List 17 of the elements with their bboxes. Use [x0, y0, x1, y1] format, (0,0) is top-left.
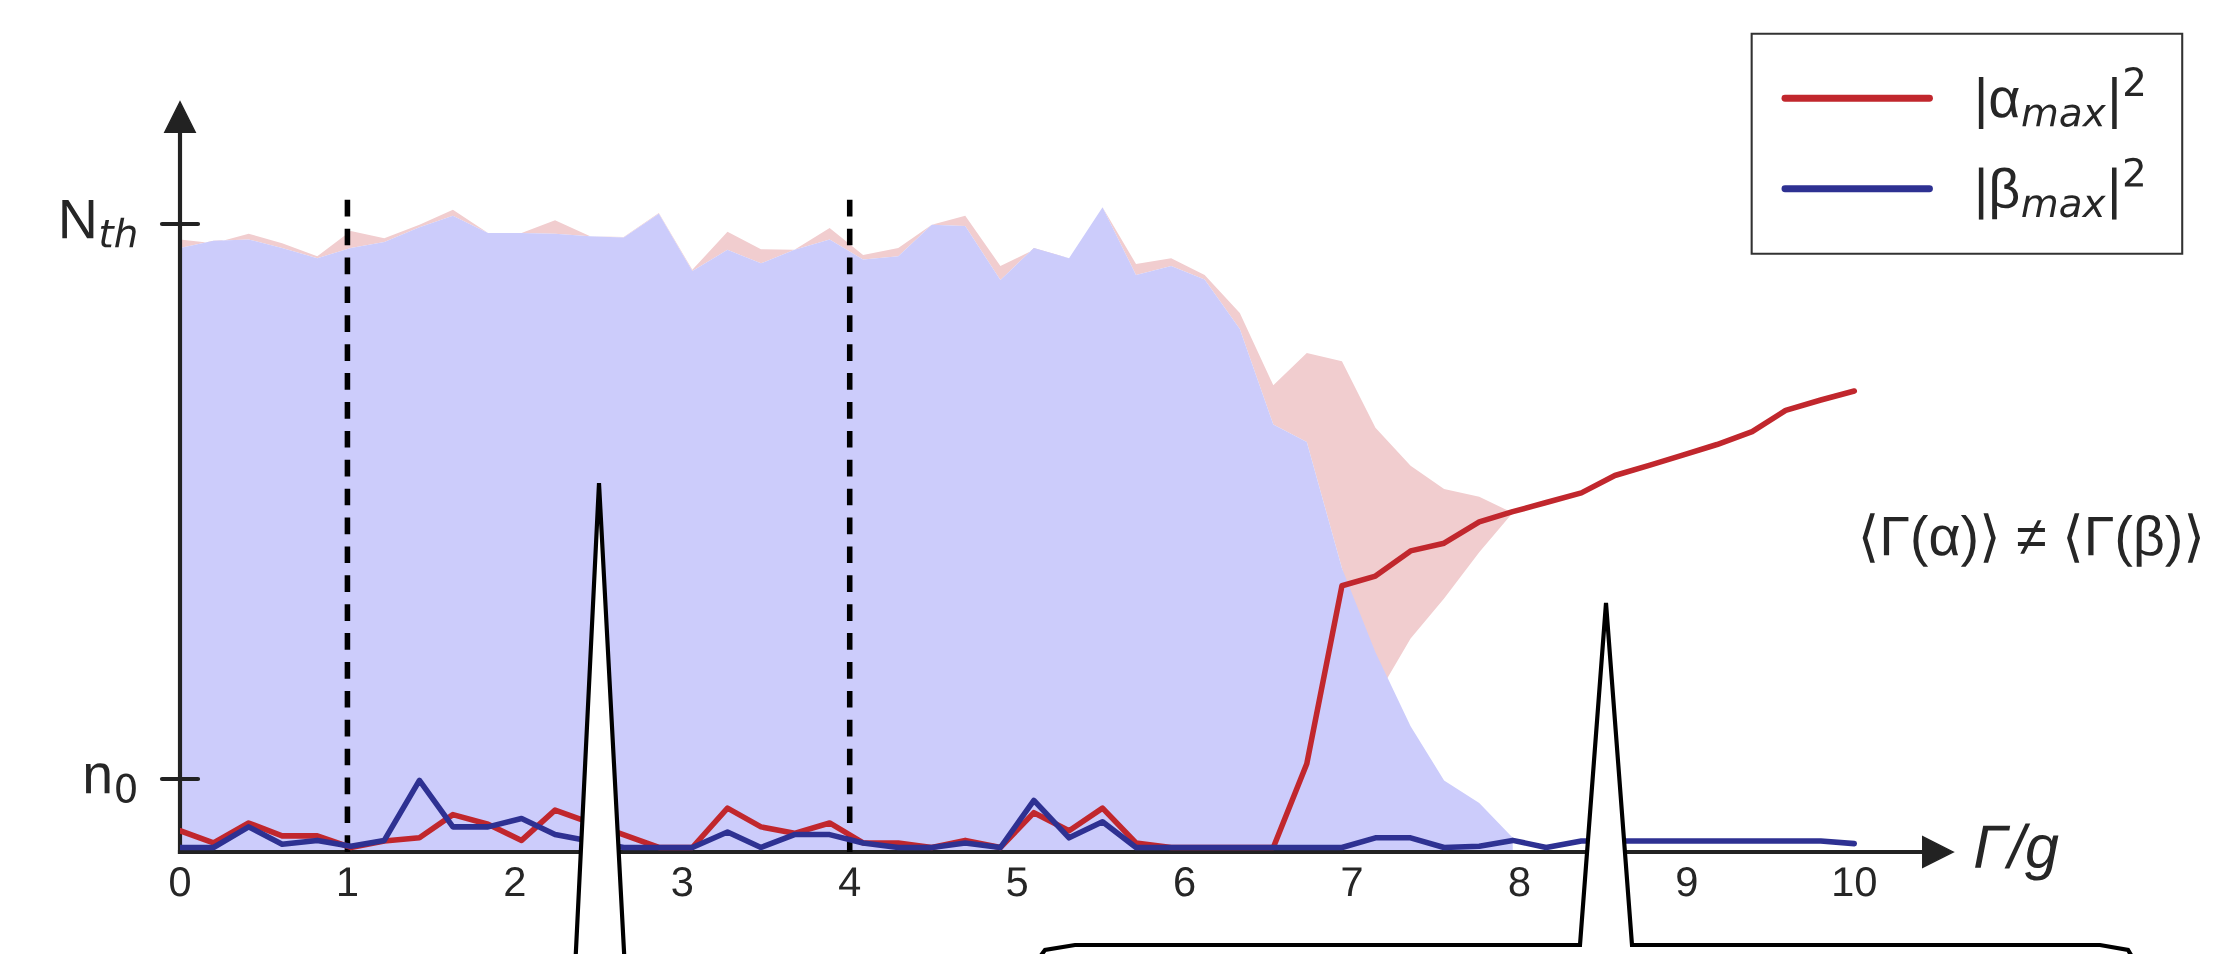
legend-label: |α$_{max}$|$^{2}$ [1978, 67, 2144, 130]
x-axis-title: Γ/g [1975, 823, 2059, 881]
x-tick-label: 4 [839, 867, 861, 897]
annotation: ⟨Γ(α)⟩ ≠ ⟨Γ(β)⟩ [1862, 513, 2201, 567]
text: n$_{0}$ [85, 763, 136, 803]
x-tick-label: 0 [170, 866, 190, 897]
x-tick-label: 7 [1342, 867, 1362, 897]
legend-label: |β$_{max}$|$^{2}$ [1978, 157, 2143, 220]
x-tick-label: 5 [1007, 867, 1027, 897]
x-tick-label: 9 [1677, 866, 1697, 897]
x-tick-label: 8 [1509, 866, 1530, 897]
x-tick-label: 2 [505, 866, 525, 897]
text: N$_{th}$ [62, 200, 136, 248]
x-tick-label: 10 [1834, 866, 1876, 897]
x-tick-label: 6 [1175, 866, 1195, 897]
x-tick-label: 3 [672, 866, 693, 897]
x-tick-label: 1 [339, 867, 357, 897]
